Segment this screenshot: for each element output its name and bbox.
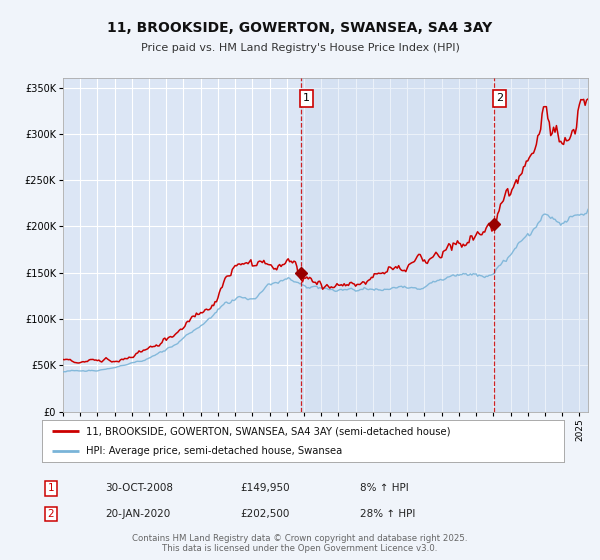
Text: 28% ↑ HPI: 28% ↑ HPI xyxy=(360,509,415,519)
Text: 11, BROOKSIDE, GOWERTON, SWANSEA, SA4 3AY: 11, BROOKSIDE, GOWERTON, SWANSEA, SA4 3A… xyxy=(107,21,493,35)
Text: 2: 2 xyxy=(47,509,55,519)
Text: 20-JAN-2020: 20-JAN-2020 xyxy=(105,509,170,519)
Text: £149,950: £149,950 xyxy=(240,483,290,493)
Text: Price paid vs. HM Land Registry's House Price Index (HPI): Price paid vs. HM Land Registry's House … xyxy=(140,43,460,53)
Bar xyxy=(301,78,588,412)
Text: £202,500: £202,500 xyxy=(240,509,289,519)
Text: 8% ↑ HPI: 8% ↑ HPI xyxy=(360,483,409,493)
Text: 1: 1 xyxy=(47,483,55,493)
Text: HPI: Average price, semi-detached house, Swansea: HPI: Average price, semi-detached house,… xyxy=(86,446,343,456)
Text: 2: 2 xyxy=(496,94,503,104)
Text: 30-OCT-2008: 30-OCT-2008 xyxy=(105,483,173,493)
Text: Contains HM Land Registry data © Crown copyright and database right 2025.
This d: Contains HM Land Registry data © Crown c… xyxy=(132,534,468,553)
Text: 1: 1 xyxy=(303,94,310,104)
Text: 11, BROOKSIDE, GOWERTON, SWANSEA, SA4 3AY (semi-detached house): 11, BROOKSIDE, GOWERTON, SWANSEA, SA4 3A… xyxy=(86,426,451,436)
